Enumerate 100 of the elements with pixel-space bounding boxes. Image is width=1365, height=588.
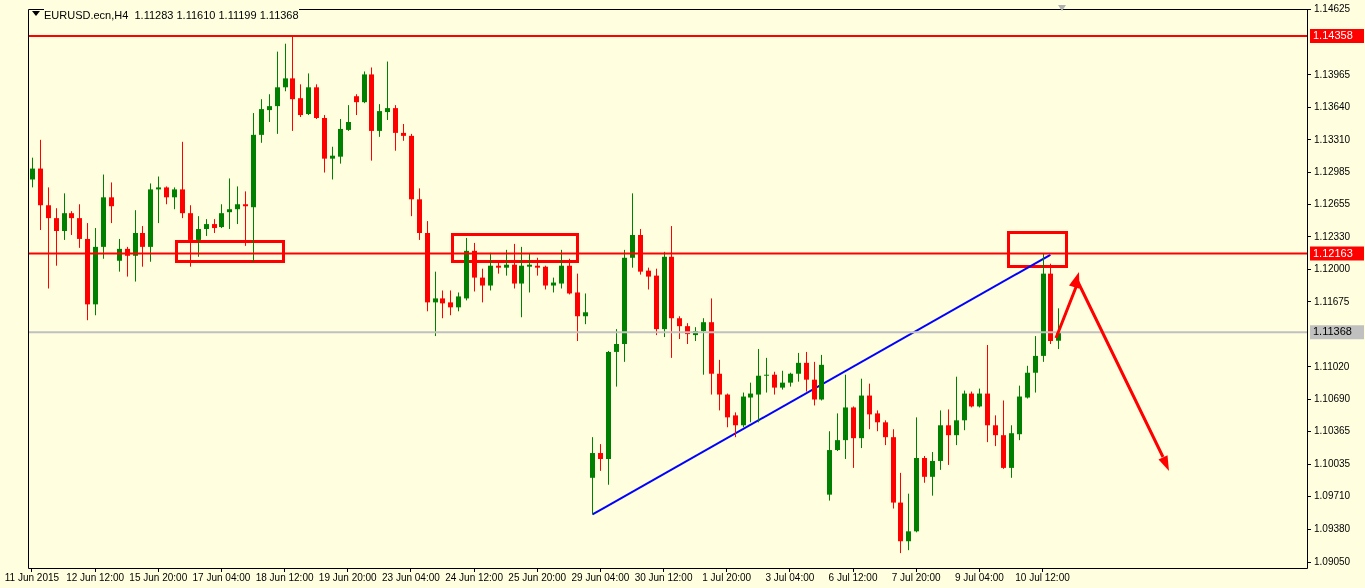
x-tick-label: 23 Jun 04:00	[382, 571, 441, 583]
y-tick-label: 1.13965	[1314, 68, 1351, 80]
ref-line-label: 1.11368	[1313, 325, 1352, 338]
candlestick	[646, 267, 651, 290]
candlestick	[922, 455, 927, 484]
candlestick	[583, 292, 588, 325]
candlestick	[243, 190, 248, 247]
x-tick-label: 11 Jun 2015	[4, 571, 60, 583]
candlestick	[519, 246, 524, 318]
x-tick-label: 18 Jun 12:00	[255, 571, 314, 583]
candlestick	[630, 192, 635, 269]
candlestick	[172, 186, 177, 210]
candlestick	[559, 249, 564, 289]
candlestick	[62, 192, 67, 241]
candlestick	[346, 104, 351, 132]
y-tick-label: 1.13310	[1314, 133, 1351, 145]
candlestick	[764, 357, 769, 394]
y-tick-label: 1.10035	[1314, 458, 1351, 470]
y-tick-label: 1.09710	[1314, 490, 1351, 502]
x-tick-label: 25 Jun 20:00	[508, 571, 567, 583]
x-tick-label: 7 Jul 20:00	[891, 571, 942, 583]
candlestick	[30, 157, 35, 188]
candlestick	[377, 103, 382, 138]
y-tick-label: 1.09380	[1314, 523, 1351, 535]
candlestick	[330, 146, 335, 180]
candlestick	[875, 409, 880, 432]
y-tick-label: 1.10690	[1314, 393, 1351, 405]
x-tick-label: 15 Jun 20:00	[129, 571, 188, 583]
candlestick	[480, 268, 485, 303]
candlestick	[527, 253, 532, 293]
y-tick-label: 1.11020	[1314, 360, 1350, 372]
x-tick-label: 17 Jun 04:00	[192, 571, 251, 583]
candlestick	[504, 249, 509, 277]
x-tick-label: 24 Jun 12:00	[445, 571, 504, 583]
x-tick-label: 10 Jul 12:00	[1015, 571, 1071, 583]
candlestick	[156, 176, 161, 224]
candlestick	[780, 370, 785, 391]
candlestick	[733, 411, 738, 438]
candlestick	[543, 265, 548, 290]
candlestick	[180, 141, 185, 219]
candlestick	[69, 210, 74, 236]
candlestick	[1033, 335, 1038, 394]
candlestick	[235, 185, 240, 225]
candlestick	[946, 408, 951, 466]
y-tick-label: 1.12985	[1314, 165, 1351, 177]
y-tick-label: 1.11675	[1314, 295, 1350, 307]
x-tick-label: 6 Jul 12:00	[828, 571, 878, 583]
ref-line-label: 1.12163	[1313, 246, 1353, 259]
candlestick	[725, 393, 730, 428]
candlestick	[298, 83, 303, 118]
candlestick	[227, 177, 232, 230]
candlestick	[883, 419, 888, 446]
y-tick-label: 1.09050	[1314, 555, 1351, 567]
candlestick	[867, 383, 872, 430]
candlestick	[701, 317, 706, 376]
candlestick	[77, 203, 82, 249]
candlestick	[748, 382, 753, 423]
candlestick	[677, 315, 682, 340]
y-tick-label: 1.13640	[1314, 100, 1351, 112]
candlestick	[488, 252, 493, 291]
candlestick	[772, 371, 777, 396]
y-tick-label: 1.12330	[1314, 230, 1351, 242]
x-tick-label: 9 Jul 04:00	[954, 571, 1005, 583]
y-tick-label: 1.12000	[1314, 263, 1351, 275]
x-tick-label: 19 Jun 20:00	[318, 571, 378, 583]
candlestick	[614, 328, 619, 388]
candlestick	[906, 493, 911, 551]
candlestick	[448, 289, 453, 316]
candlestick	[977, 388, 982, 408]
candlestick	[796, 352, 801, 383]
x-tick-label: 3 Jul 04:00	[765, 571, 815, 583]
chart-title: EURUSD.ecn,H4 1.11283 1.11610 1.11199 1.11368	[44, 9, 299, 21]
candlestick	[219, 203, 224, 229]
candlestick	[930, 451, 935, 497]
candlestick	[717, 359, 722, 411]
candlestick	[456, 291, 461, 312]
candlestick	[283, 43, 288, 92]
candlestick	[575, 273, 580, 342]
candlestick	[385, 61, 390, 121]
ref-line-label: 1.14358	[1313, 28, 1353, 41]
candlestick	[133, 209, 138, 283]
candlestick	[354, 93, 359, 116]
y-tick-label: 1.12655	[1314, 198, 1351, 210]
candlestick	[835, 412, 840, 452]
y-tick-label: 1.10365	[1314, 425, 1351, 437]
candlestick	[267, 93, 272, 123]
candlestick	[598, 443, 603, 472]
candlestick	[196, 215, 201, 258]
candlestick	[109, 181, 114, 224]
candlestick	[433, 271, 438, 337]
candlestick	[275, 51, 280, 135]
candlestick	[440, 289, 445, 319]
x-tick-label: 30 Jun 12:00	[634, 571, 693, 583]
y-tick-label: 1.14625	[1314, 3, 1351, 15]
x-tick-label: 1 Jul 20:00	[702, 571, 752, 583]
x-tick-label: 29 Jun 04:00	[571, 571, 630, 583]
candlestick	[804, 351, 809, 393]
candlestick	[812, 361, 817, 406]
x-tick-label: 12 Jun 12:00	[66, 571, 125, 583]
candlestick	[993, 414, 998, 447]
